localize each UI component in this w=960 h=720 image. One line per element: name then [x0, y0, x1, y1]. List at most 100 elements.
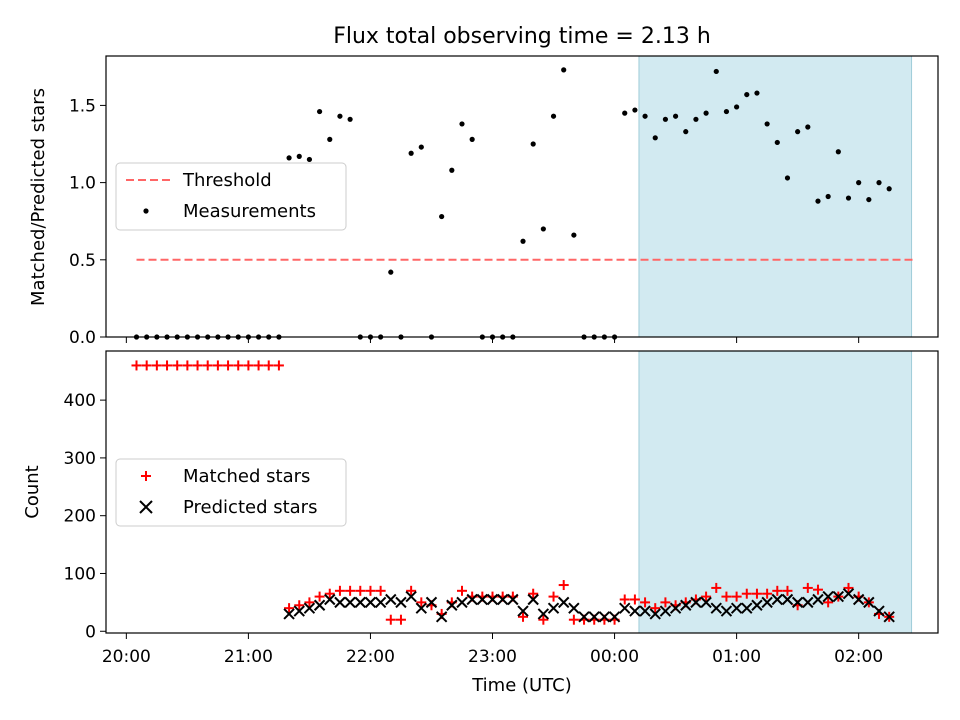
predicted-star-marker — [832, 590, 845, 603]
measurement-point — [652, 135, 658, 141]
bottom-legend: Matched stars Predicted stars — [115, 458, 347, 527]
measurement-point — [764, 121, 770, 127]
predicted-star-marker — [334, 596, 346, 609]
matched-star-marker — [548, 591, 559, 602]
predicted-star-marker — [446, 599, 458, 611]
matched-star-marker — [324, 588, 335, 599]
predicted-star-marker — [537, 608, 550, 620]
matched-star-marker — [711, 582, 722, 593]
top-legend: Threshold Measurements — [115, 162, 347, 231]
predicted-star-marker — [405, 590, 417, 603]
predicted-star-marker — [791, 596, 804, 609]
measurement-point — [520, 238, 526, 244]
predicted-star-marker — [568, 602, 580, 614]
predicted-star-marker — [527, 593, 539, 606]
matched-star-marker — [528, 588, 539, 599]
matched-star-marker — [406, 585, 417, 596]
measurement-point — [693, 116, 699, 122]
measurement-point — [388, 269, 394, 275]
measurement-point — [561, 67, 567, 73]
measurement-point — [662, 116, 669, 122]
predicted-star-marker — [425, 596, 438, 609]
top-y-tick-label: 0.0 — [69, 328, 96, 348]
measurement-point — [683, 129, 689, 135]
measurement-point — [856, 180, 862, 186]
bottom-y-tick-label: 300 — [64, 449, 96, 469]
measurement-point — [713, 68, 719, 75]
measurement-point — [469, 136, 475, 142]
predicted-star-marker — [415, 602, 428, 614]
measurement-point — [327, 136, 333, 142]
bottom-y-tick-label: 0 — [85, 622, 96, 642]
matched-star-marker — [568, 614, 579, 625]
predicted-star-marker — [741, 602, 753, 614]
predicted-star-marker — [395, 596, 407, 609]
predicted-star-marker — [690, 596, 702, 609]
measurement-point — [744, 91, 750, 98]
measurement-point — [306, 156, 313, 163]
measurement-point — [418, 144, 424, 150]
measurement-point — [622, 110, 628, 116]
matched-star-marker — [772, 585, 783, 596]
predicted-star-marker — [517, 605, 529, 617]
measurement-point — [672, 113, 679, 119]
matched-star-marker — [375, 585, 386, 596]
measurement-point — [540, 226, 546, 232]
predicted-star-marker — [863, 596, 875, 609]
predicted-star-marker — [669, 602, 682, 614]
matched-star-marker — [416, 597, 427, 608]
predicted-star-marker — [730, 602, 743, 614]
measurement-point — [550, 113, 557, 119]
top-y-axis-label: Matched/Predicted stars — [28, 88, 49, 306]
predicted-star-marker — [700, 596, 712, 609]
predicted-star-marker — [629, 605, 641, 617]
x-tick-label: 22:00 — [346, 647, 395, 667]
matched-star-marker — [284, 603, 295, 614]
x-tick-label: 02:00 — [834, 647, 883, 667]
matched-star-marker — [304, 597, 315, 608]
matched-star-marker — [843, 582, 854, 593]
top-y-tick-label: 0.5 — [69, 251, 96, 271]
top-highlight-span — [638, 55, 913, 338]
measurement-point — [571, 232, 577, 238]
predicted-star-marker — [283, 608, 295, 620]
matched-star-marker — [355, 585, 366, 596]
predicted-star-marker — [496, 593, 509, 606]
measurement-point — [784, 175, 791, 181]
predicted-star-marker — [710, 602, 722, 614]
matched-star-marker — [640, 597, 651, 608]
matched-star-marker — [650, 603, 661, 614]
top-y-tick-label: 1.5 — [69, 96, 96, 116]
matched-star-marker — [456, 585, 467, 596]
matched-star-marker — [212, 360, 223, 371]
predicted-star-marker — [761, 596, 773, 609]
predicted-star-marker — [466, 593, 478, 606]
matched-star-marker — [162, 360, 173, 371]
chart-title: Flux total observing time = 2.13 h — [333, 24, 711, 49]
matched-star-marker — [233, 360, 244, 371]
predicted-star-marker — [822, 590, 834, 603]
matched-star-marker — [223, 360, 234, 371]
matched-star-marker — [131, 360, 142, 371]
predicted-star-marker — [507, 593, 519, 606]
x-tick-label: 01:00 — [712, 647, 761, 667]
measurement-point — [723, 108, 730, 115]
measurement-point — [754, 90, 760, 96]
bottom-y-tick-label: 400 — [64, 391, 96, 411]
x-tick-label: 21:00 — [224, 647, 273, 667]
measurement-point — [632, 107, 638, 113]
x-tick-label: 20:00 — [102, 647, 151, 667]
predicted-star-marker — [374, 596, 387, 609]
top-axes-frame — [105, 55, 939, 338]
matched-star-marker — [253, 360, 264, 371]
matched-star-marker — [518, 611, 529, 622]
matched-star-marker — [263, 360, 274, 371]
legend-entry-label: Threshold — [182, 170, 272, 191]
predicted-star-marker — [619, 602, 631, 614]
top-y-tick-label: 1.0 — [69, 174, 96, 194]
matched-star-marker — [721, 591, 732, 602]
predicted-star-marker — [608, 611, 621, 623]
matched-star-marker — [741, 588, 752, 599]
predicted-star-marker — [639, 605, 651, 617]
matched-star-marker — [294, 600, 305, 611]
